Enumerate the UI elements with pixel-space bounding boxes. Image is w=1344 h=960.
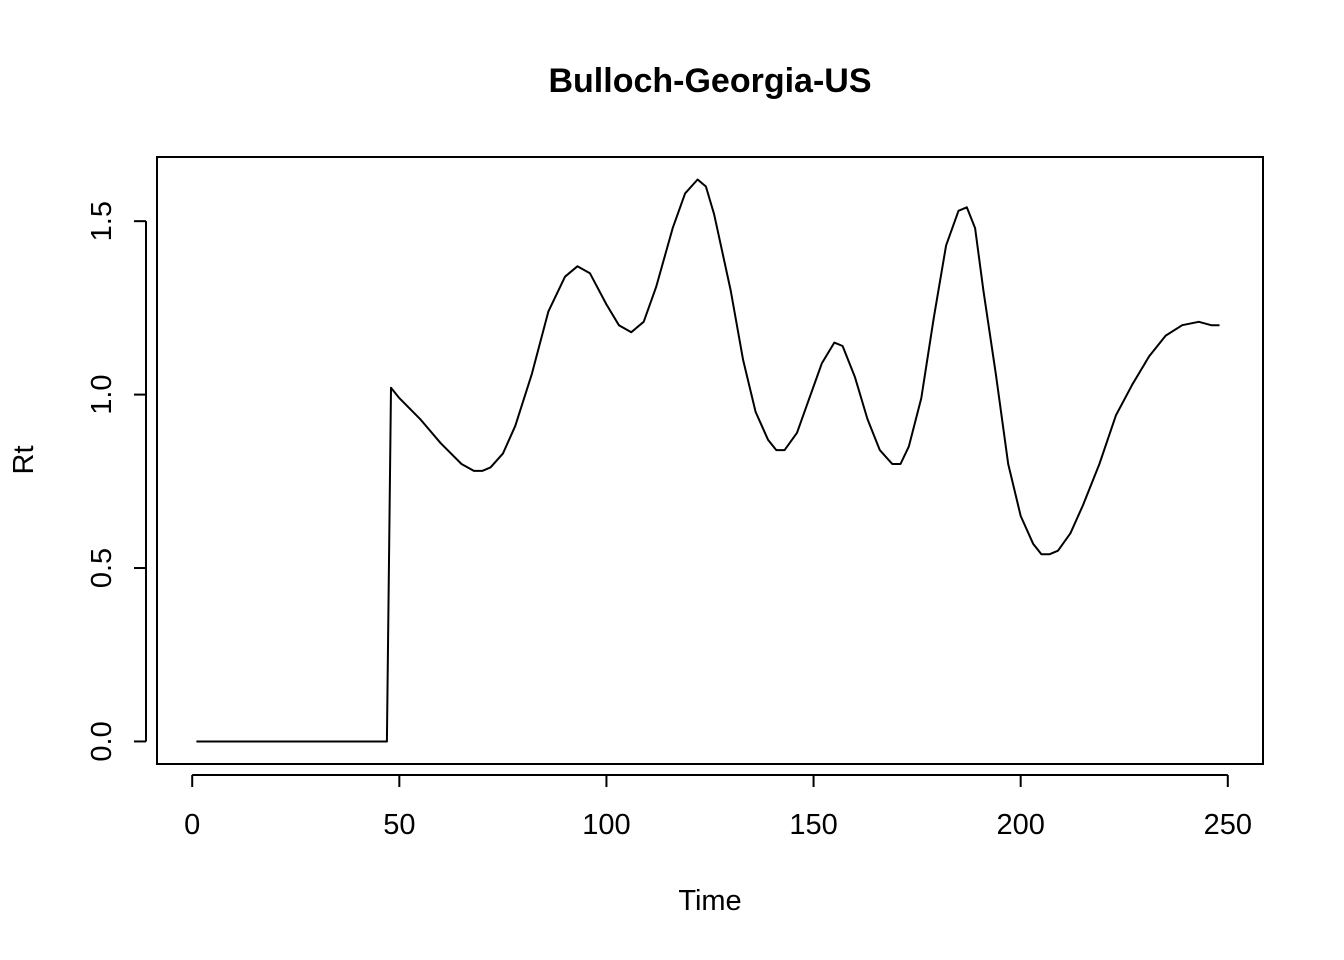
y-axis: 0.0 0.5 1.0 1.5 [86, 201, 147, 762]
y-tick-label: 0.5 [86, 548, 118, 588]
x-tick-label: 50 [383, 809, 415, 841]
plot-frame [156, 156, 1264, 765]
y-tick-label: 0.0 [86, 721, 118, 761]
chart-title: Bulloch-Georgia-US [548, 62, 871, 100]
series-line [196, 178, 1220, 743]
y-tick-label: 1.0 [86, 374, 118, 414]
x-tick-label: 0 [184, 809, 200, 841]
x-tick-label: 200 [996, 809, 1044, 841]
y-axis-label: Rt [8, 446, 40, 475]
x-tick-label: 150 [789, 809, 837, 841]
x-axis: 0 50 100 150 200 250 [184, 774, 1252, 841]
y-tick-label: 1.5 [86, 201, 118, 241]
x-axis-label: Time [678, 885, 741, 917]
x-tick-label: 100 [582, 809, 630, 841]
x-tick-label: 250 [1204, 809, 1252, 841]
